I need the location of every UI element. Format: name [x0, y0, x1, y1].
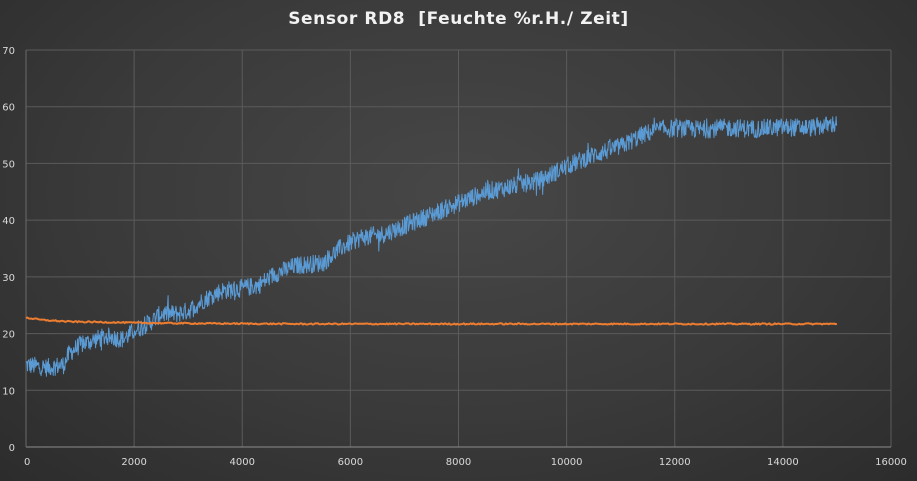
- y-tick-label: 70: [2, 46, 15, 57]
- chart-title: Sensor RD8 [Feuchte %r.H./ Zeit]: [288, 9, 629, 29]
- x-tick-label: 0: [24, 457, 30, 468]
- y-tick-label: 0: [9, 443, 15, 454]
- series-layer: [25, 116, 838, 377]
- y-tick-label: 10: [2, 386, 15, 397]
- x-tick-label: 4000: [230, 457, 255, 468]
- x-tick-label: 10000: [551, 457, 583, 468]
- y-tick-label: 50: [2, 159, 15, 170]
- x-tick-label: 6000: [338, 457, 363, 468]
- tick-labels: 0 10 20 30 40 50 60 70 0 2000 4000 6000 8000 10000 120…: [2, 46, 907, 468]
- x-tick-label: 12000: [659, 457, 691, 468]
- series-line-1: [25, 116, 838, 377]
- x-tick-label: 8000: [446, 457, 471, 468]
- axes: [25, 50, 891, 448]
- x-tick-label: 16000: [875, 457, 907, 468]
- x-tick-label: 14000: [767, 457, 799, 468]
- y-tick-label: 60: [2, 103, 15, 114]
- y-tick-label: 30: [2, 273, 15, 284]
- y-tick-label: 20: [2, 330, 15, 341]
- gridlines: [26, 49, 892, 447]
- x-tick-label: 2000: [121, 457, 146, 468]
- y-tick-label: 40: [2, 216, 15, 227]
- series-line-2: [25, 316, 838, 326]
